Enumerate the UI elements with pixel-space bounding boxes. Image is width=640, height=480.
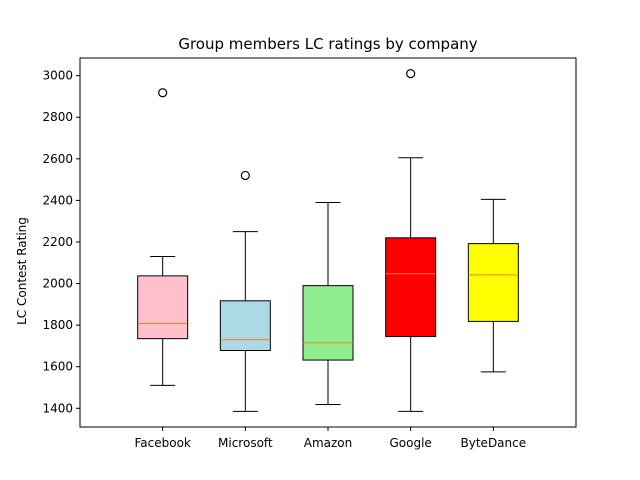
y-tick-label: 2800: [42, 110, 73, 124]
box-amazon: [302, 285, 354, 361]
y-tick-label: 2200: [42, 235, 73, 249]
y-tick-label: 2400: [42, 193, 73, 207]
box-microsoft: [219, 300, 271, 351]
plot-area: 1400 1600 1800 2000 2200 2400 2600 2800 3000 Face…: [42, 69, 526, 450]
x-tick-label-microsoft: Microsoft: [218, 436, 273, 450]
x-tick-label-bytedance: ByteDance: [461, 436, 527, 450]
x-tick-label-google: Google: [390, 436, 432, 450]
y-tick-label: 2000: [42, 277, 73, 291]
x-tick-label-amazon: Amazon: [304, 436, 353, 450]
plot-frame: [79, 57, 577, 428]
outlier-point-google: [406, 68, 416, 79]
chart-title: Group members LC ratings by company: [178, 35, 477, 53]
y-tick-label: 1400: [42, 401, 73, 415]
box-facebook: [137, 275, 189, 340]
y-tick-label: 1600: [42, 360, 73, 374]
outlier-point-facebook: [158, 88, 168, 98]
outlier-point-microsoft: [240, 170, 250, 181]
y-tick-label: 2600: [42, 152, 73, 166]
y-axis-label: LC Contest Rating: [15, 217, 29, 325]
x-tick-label-facebook: Facebook: [134, 436, 190, 450]
y-tick-label: 1800: [42, 318, 73, 332]
box-bytedance: [467, 243, 519, 322]
y-tick-label: 3000: [42, 69, 73, 83]
box-google: [385, 237, 437, 338]
